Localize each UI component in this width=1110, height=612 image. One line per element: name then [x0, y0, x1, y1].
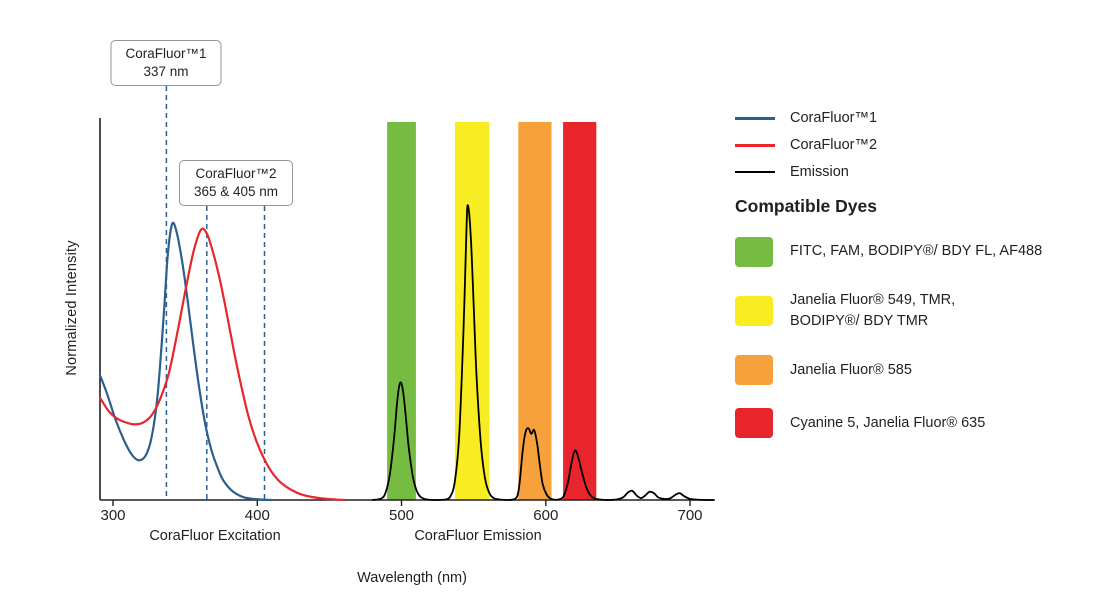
- x-axis-tick-labels: 300 400 500 600 700: [0, 507, 740, 529]
- compatible-dyes-heading: Compatible Dyes: [735, 196, 877, 216]
- legend-line-emission: [735, 171, 775, 173]
- legend-label-emission: Emission: [790, 164, 849, 180]
- x-axis-label: Wavelength (nm): [357, 570, 467, 586]
- dye-swatch-yellow: [735, 296, 773, 327]
- series-curve-0: [98, 221, 273, 502]
- callout-corafluor1-title: CoraFluor™1: [125, 46, 207, 61]
- legend-item-corafluor2: CoraFluor™2: [735, 137, 1107, 153]
- legend-label-corafluor2: CoraFluor™2: [790, 137, 878, 153]
- legend-item-emission: Emission: [735, 164, 1107, 180]
- dye-label-green: FITC, FAM, BODIPY®/ BDY FL, AF488: [790, 243, 1043, 260]
- legend: CoraFluor™1 CoraFluor™2 Emission Compati…: [735, 110, 1107, 461]
- x-tick-label-700: 700: [677, 507, 703, 524]
- dye-label-orange: Janelia Fluor® 585: [790, 361, 912, 378]
- dye-band-green: [387, 122, 416, 500]
- dye-band-red: [563, 122, 597, 500]
- callout-corafluor2-title: CoraFluor™2: [195, 166, 277, 181]
- dye-label-red: Cyanine 5, Janelia Fluor® 635: [790, 414, 986, 431]
- callout-corafluor2: CoraFluor™2 365 & 405 nm: [178, 160, 294, 206]
- y-axis-label: Normalized Intensity: [64, 240, 80, 376]
- x-tick-label-300: 300: [100, 507, 126, 524]
- dye-item-red: Cyanine 5, Janelia Fluor® 635: [735, 408, 1107, 439]
- dye-swatch-orange: [735, 355, 773, 386]
- legend-line-corafluor1: [735, 116, 775, 120]
- x-tick-label-600: 600: [533, 507, 559, 524]
- callout-corafluor1: CoraFluor™1 337 nm: [110, 40, 222, 86]
- legend-item-corafluor1: CoraFluor™1: [735, 110, 1107, 126]
- legend-label-corafluor1: CoraFluor™1: [790, 110, 878, 126]
- callout-corafluor2-value: 365 & 405 nm: [193, 183, 279, 199]
- dye-swatch-red: [735, 408, 773, 439]
- series-curve-1: [98, 227, 345, 502]
- dye-label-yellow: Janelia Fluor® 549, TMR, BODIPY®/ BDY TM…: [790, 292, 956, 330]
- dye-item-yellow: Janelia Fluor® 549, TMR, BODIPY®/ BDY TM…: [735, 290, 1107, 332]
- x-tick-label-500: 500: [388, 507, 415, 524]
- dye-swatch-green: [735, 237, 773, 267]
- x-tick-label-400: 400: [244, 507, 270, 524]
- legend-line-corafluor2: [735, 143, 775, 147]
- callout-corafluor1-value: 337 nm: [143, 63, 189, 79]
- series-curve-2: [371, 204, 714, 501]
- dye-item-orange: Janelia Fluor® 585: [735, 355, 1107, 386]
- x-region-label-emission: CoraFluor Emission: [414, 528, 542, 544]
- dye-band-yellow: [454, 122, 490, 500]
- x-region-label-excitation: CoraFluor Excitation: [149, 528, 281, 544]
- dye-item-green: FITC, FAM, BODIPY®/ BDY FL, AF488: [735, 237, 1107, 267]
